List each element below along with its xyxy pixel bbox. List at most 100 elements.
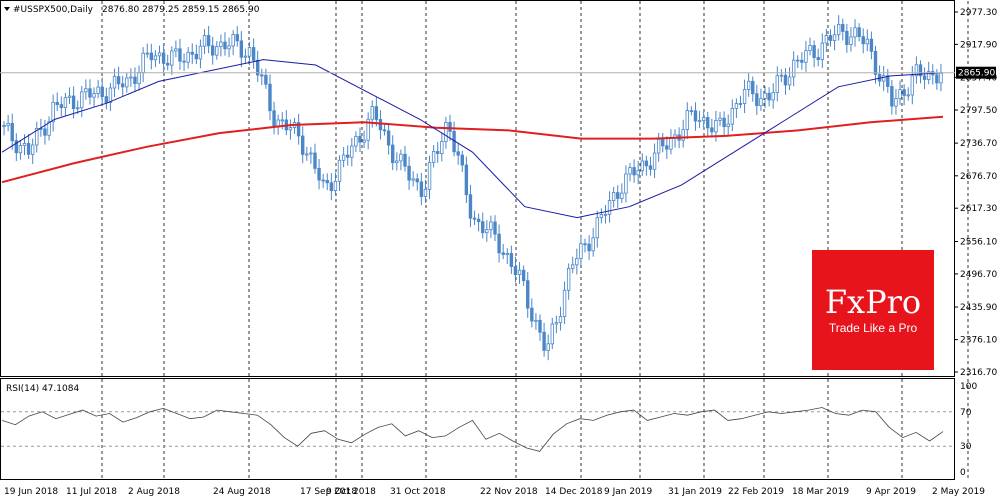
candle-body	[710, 127, 714, 133]
candle-body	[460, 154, 464, 166]
candle-body	[763, 92, 767, 99]
candle-body	[321, 179, 325, 182]
candle-body	[632, 167, 636, 176]
candle-body	[530, 307, 534, 322]
rsi-tick-label: 30	[960, 442, 972, 452]
x-tick-label: 2 Aug 2018	[128, 487, 180, 497]
candle-body	[538, 319, 542, 333]
candle-body	[706, 117, 710, 129]
candle-body	[579, 243, 583, 259]
price-tick-label: 2736.70	[960, 139, 997, 149]
candle-body	[211, 45, 215, 56]
rsi-tick-label: 70	[960, 408, 972, 418]
candle-body	[112, 76, 117, 89]
candle-body	[30, 144, 35, 155]
candle-body	[828, 35, 833, 41]
candle-body	[628, 167, 632, 175]
candle-body	[759, 98, 763, 107]
candle-body	[873, 50, 878, 75]
candle-body	[464, 164, 469, 196]
price-badge-bg	[956, 66, 996, 79]
candle-body	[362, 139, 366, 143]
candle-body	[133, 76, 137, 84]
candle-body	[550, 323, 554, 345]
candle-body	[382, 129, 387, 132]
candle-body	[738, 103, 743, 105]
candle-body	[636, 170, 640, 176]
candle-body	[137, 72, 141, 84]
candle-body	[198, 45, 203, 60]
candle-body	[832, 34, 837, 41]
candle-body	[329, 182, 334, 192]
candle-body	[787, 76, 792, 86]
candle-body	[791, 59, 796, 78]
candle-body	[881, 75, 886, 82]
candle-body	[591, 237, 595, 252]
candle-body	[182, 60, 186, 63]
candle-body	[161, 52, 166, 64]
candle-body	[485, 229, 489, 234]
candle-body	[845, 31, 849, 46]
candle-body	[910, 75, 915, 96]
candle-body	[816, 57, 820, 60]
candle-body	[153, 55, 158, 61]
candle-body	[665, 145, 669, 150]
rsi-tick-label: 100	[960, 382, 977, 392]
candle-body	[841, 23, 845, 32]
candle-body	[407, 165, 411, 181]
price-axis: 2977.302917.902857.402797.502736.702676.…	[954, 8, 997, 378]
candle-body	[84, 88, 88, 93]
candle-body	[918, 64, 923, 77]
chart-header: #USSPX500,Daily 2876.80 2879.25 2859.15 …	[4, 5, 260, 15]
x-tick-label: 9 Apr 2019	[866, 487, 916, 497]
x-tick-label: 31 Oct 2018	[390, 487, 446, 497]
candle-body	[922, 75, 927, 80]
candle-body	[350, 145, 354, 158]
candle-body	[734, 103, 739, 109]
candle-body	[403, 153, 407, 167]
candle-body	[914, 64, 919, 77]
candle-body	[521, 269, 526, 282]
candle-body	[22, 143, 27, 146]
candle-body	[869, 38, 874, 52]
candle-body	[104, 96, 109, 103]
candle-body	[620, 192, 624, 199]
x-tick-label: 2 May 2019	[932, 487, 985, 497]
candle-body	[239, 40, 244, 58]
candle-body	[554, 322, 559, 325]
candle-body	[575, 258, 579, 266]
candle-body	[804, 50, 808, 63]
vertical-grid	[101, 1, 969, 479]
candle-body	[14, 140, 19, 154]
candle-body	[767, 92, 771, 101]
candle-body	[861, 36, 865, 45]
price-tick-label: 2797.50	[960, 106, 997, 116]
candle-body	[517, 269, 522, 276]
candle-body	[472, 217, 477, 220]
current-price-label: 2865.90	[958, 69, 995, 79]
candle-body	[264, 74, 268, 85]
candle-body	[468, 194, 473, 219]
candle-body	[227, 45, 231, 50]
candle-body	[783, 74, 788, 86]
candle-body	[644, 160, 649, 167]
candle-body	[681, 129, 685, 141]
candle-body	[366, 118, 370, 141]
candle-body	[75, 107, 80, 110]
candle-body	[313, 152, 317, 169]
candle-body	[505, 253, 509, 255]
candle-body	[309, 152, 313, 155]
x-tick-label: 22 Nov 2018	[480, 487, 538, 497]
candle-body	[836, 23, 841, 36]
candle-body	[186, 51, 190, 63]
price-tick-label: 2496.70	[960, 270, 997, 280]
candle-body	[157, 52, 162, 57]
rsi-title: RSI(14) 47.1084	[6, 384, 79, 394]
candle-body	[251, 47, 256, 61]
logo-tagline: Trade Like a Pro	[829, 321, 918, 335]
candle-body	[730, 107, 734, 125]
candle-body	[317, 168, 321, 181]
candle-body	[100, 86, 104, 97]
x-tick-label: 22 Feb 2019	[728, 487, 784, 497]
